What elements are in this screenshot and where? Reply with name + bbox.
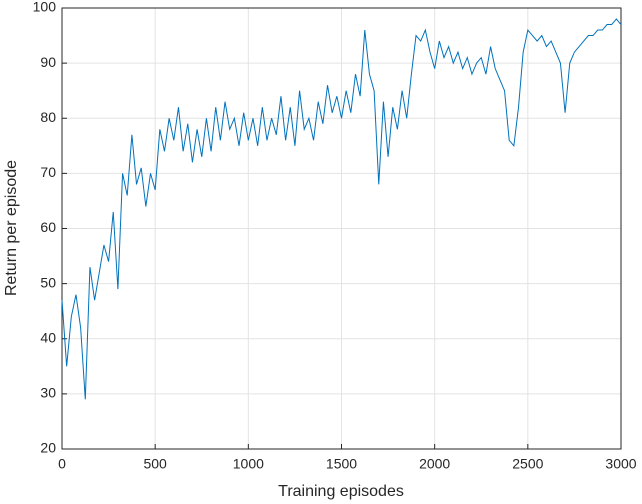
y-axis-label: Return per episode bbox=[3, 160, 20, 296]
y-tick-label: 50 bbox=[40, 274, 56, 290]
x-tick-label: 0 bbox=[58, 456, 66, 472]
y-tick-label: 100 bbox=[33, 0, 57, 15]
plot-frame bbox=[61, 7, 622, 450]
x-tick-label: 2500 bbox=[512, 456, 543, 472]
y-tick-label: 30 bbox=[40, 385, 56, 401]
x-tick-label: 1000 bbox=[233, 456, 264, 472]
y-tick-label: 90 bbox=[40, 54, 56, 70]
y-tick-label: 70 bbox=[40, 164, 56, 180]
x-tick-label: 500 bbox=[143, 456, 167, 472]
x-tick-label: 2000 bbox=[419, 456, 450, 472]
y-tick-label: 60 bbox=[40, 219, 56, 235]
x-axis-label: Training episodes bbox=[278, 483, 404, 500]
y-tick-label: 20 bbox=[40, 440, 56, 456]
y-tick-label: 80 bbox=[40, 109, 56, 125]
data-line bbox=[61, 18, 622, 400]
x-tick-label: 1500 bbox=[326, 456, 357, 472]
x-tick-label: 3000 bbox=[605, 456, 636, 472]
y-tick-label: 40 bbox=[40, 329, 56, 345]
